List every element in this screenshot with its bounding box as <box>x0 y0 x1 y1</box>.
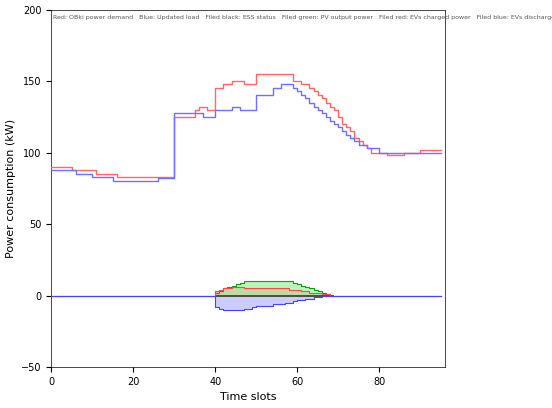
Text: Red: OBki power demand   Blue: Updated load   Filed black: ESS status   Filed gr: Red: OBki power demand Blue: Updated loa… <box>54 15 552 20</box>
Y-axis label: Power consumption (kW): Power consumption (kW) <box>6 119 15 258</box>
X-axis label: Time slots: Time slots <box>220 392 276 402</box>
